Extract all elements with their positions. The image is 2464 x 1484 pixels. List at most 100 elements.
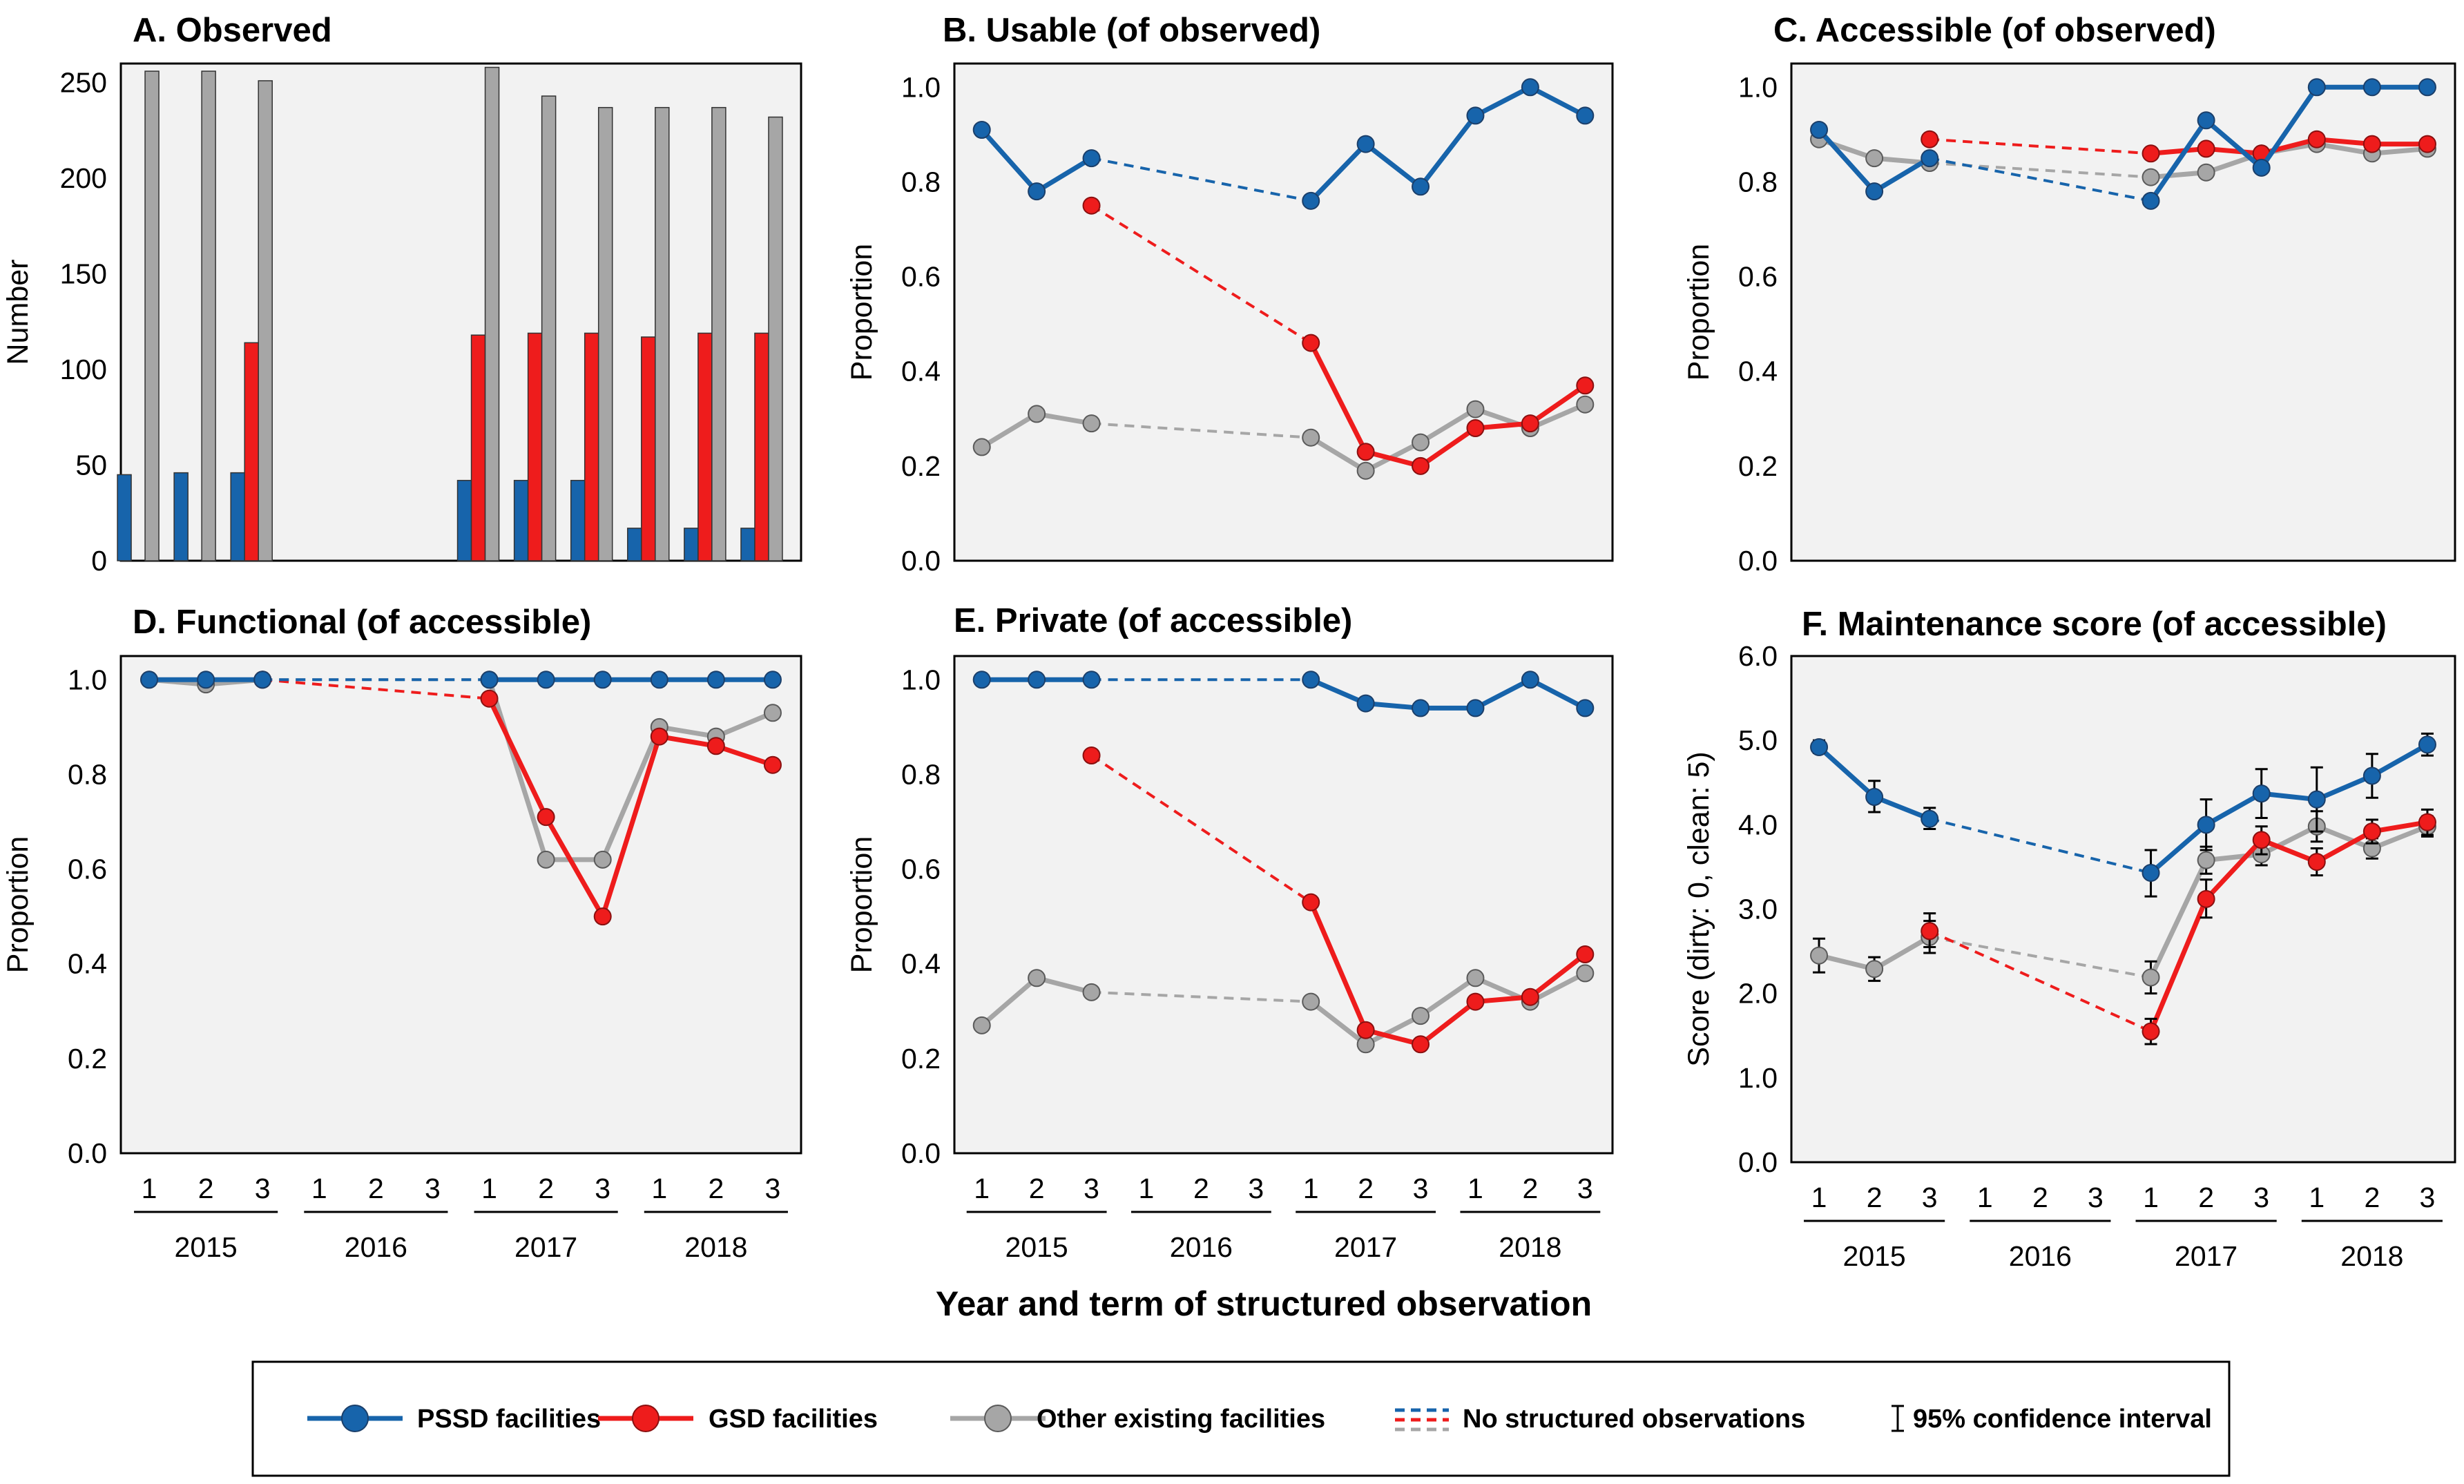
panel-A-bar-pssd <box>117 474 132 561</box>
panel-D-xtick-term: 2 <box>708 1173 724 1204</box>
panel-E-point-other <box>1082 983 1101 1001</box>
panel-B-gap-other <box>1091 422 1311 439</box>
panel-B-point-pssd <box>1302 191 1320 210</box>
panel-C-point-pssd <box>1921 149 1939 168</box>
panel-D-ytick-label: 0.6 <box>68 854 107 885</box>
panel-E-point-gsd <box>1082 746 1101 764</box>
panel-C-ytick-label: 0.2 <box>1738 450 1778 482</box>
panel-C-ylabel: Proportion <box>1682 244 1715 380</box>
panel-B-ytick-label: 0.8 <box>901 166 941 197</box>
panel-D-point-other <box>593 850 612 869</box>
panel-B-ytick-label: 0.0 <box>901 545 941 577</box>
panel-B: B. Usable (of observed) 0.0 0.2 0.4 0.6 0.8 1.… <box>845 12 1614 577</box>
panel-F-gap-pssd <box>1929 817 2152 874</box>
panel-C-plot-area <box>1790 62 2456 562</box>
panel-D-xtick-term: 1 <box>481 1173 497 1204</box>
panel-F-gap-gsd <box>1929 929 2152 1033</box>
panel-E-xtick-term: 3 <box>1413 1173 1429 1204</box>
panel-D-year-label: 2017 <box>514 1231 577 1263</box>
legend-gsd-marker <box>632 1405 660 1432</box>
panel-E-ytick-label: 0.6 <box>901 854 941 885</box>
panel-B-gap-pssd <box>1091 157 1311 202</box>
panel-D-point-pssd <box>650 671 668 689</box>
panel-E-year-label: 2015 <box>1005 1231 1068 1263</box>
x-axis-title: Year and term of structured observation <box>936 1284 1592 1323</box>
panel-B-line-pssd <box>1309 84 1586 203</box>
panel-B-point-pssd <box>1412 177 1430 196</box>
panel-E-point-pssd <box>1302 671 1320 689</box>
panel-C-point-pssd <box>2307 78 2326 97</box>
panel-D-point-gsd <box>480 689 499 708</box>
panel-D-point-pssd <box>763 671 782 689</box>
panel-F-ytick-label: 3.0 <box>1738 894 1778 925</box>
panel-C-line-gsd <box>2150 137 2427 156</box>
panel-E-xtick-term: 3 <box>1084 1173 1099 1204</box>
panel-F-point-pssd <box>2418 735 2436 754</box>
panel-D-xtick-term: 3 <box>255 1173 271 1204</box>
panel-C-ytick-label: 0.0 <box>1738 545 1778 577</box>
legend-gsd-label: GSD facilities <box>709 1405 878 1434</box>
panel-C-point-pssd <box>2197 111 2215 130</box>
panel-D-point-pssd <box>253 671 272 689</box>
legend-ci-icon <box>1892 1405 1904 1432</box>
panel-A-bar-gsd <box>641 336 656 561</box>
panel-E-year-label: 2018 <box>1499 1231 1561 1263</box>
panel-B-point-gsd <box>1082 196 1101 215</box>
panel-E-ytick-label: 1.0 <box>901 664 941 695</box>
panel-C-point-gsd <box>2362 135 2381 153</box>
panel-F-point-pssd <box>2362 767 2381 785</box>
panel-B-point-other <box>972 438 991 456</box>
panel-C-ytick-label: 0.8 <box>1738 166 1778 197</box>
panel-A-ylabel: Number <box>1 260 35 365</box>
panel-F-ytick-label: 0.0 <box>1738 1146 1778 1178</box>
panel-B-line-gsd <box>1309 341 1587 469</box>
legend: PSSD facilities GSD facilities Other exi… <box>251 1360 2231 1477</box>
panel-E-ylabel: Proportion <box>845 836 878 973</box>
panel-E-plot-area <box>953 655 1614 1155</box>
panel-B-point-pssd <box>1576 106 1595 125</box>
panel-C-title: C. Accessible (of observed) <box>1773 12 2216 49</box>
panel-D-point-gsd <box>593 907 612 926</box>
panel-F-point-gsd <box>2252 831 2271 849</box>
panel-E-point-pssd <box>1466 699 1485 717</box>
panel-D-year-label: 2016 <box>345 1231 407 1263</box>
panel-F-xtick-term: 1 <box>1977 1182 1993 1213</box>
panel-C-point-pssd <box>2141 191 2160 210</box>
panel-E-point-other <box>972 1016 991 1034</box>
panel-B-title: B. Usable (of observed) <box>943 12 1320 49</box>
panel-A-bar-pssd <box>740 528 755 561</box>
panel-B-point-other <box>1412 433 1430 452</box>
panel-C-point-pssd <box>1865 182 1884 201</box>
legend-noobs-label: No structured observations <box>1463 1405 1805 1434</box>
panel-E-point-pssd <box>1028 671 1046 689</box>
panel-F-point-pssd <box>1921 809 1939 828</box>
panel-E: E. Private (of accessible) 0.0 0.2 0.4 0.6 0.… <box>845 602 1614 1263</box>
panel-F-line-pssd <box>2149 742 2429 875</box>
panel-F-point-pssd <box>1810 738 1829 756</box>
panel-F-gap-other <box>1929 935 2151 979</box>
panel-A-ytick-label: 200 <box>60 162 107 194</box>
legend-pssd-marker <box>341 1405 369 1432</box>
panel-B-point-pssd <box>1082 149 1101 168</box>
panel-D-point-gsd <box>537 808 555 827</box>
panel-D-point-pssd <box>140 671 159 689</box>
panel-A-bar-other <box>541 95 557 561</box>
panel-D-xtick-term: 1 <box>651 1173 667 1204</box>
panel-C-point-pssd <box>2418 78 2436 97</box>
panel-C-point-pssd <box>2362 78 2381 97</box>
panel-C-gap-pssd <box>1929 157 2151 202</box>
panel-B-line-other <box>1309 402 1586 474</box>
panel-E-gap-gsd <box>1090 754 1312 904</box>
panel-F-point-gsd <box>2141 1022 2160 1041</box>
panel-E-point-other <box>1412 1007 1430 1025</box>
panel-B-point-gsd <box>1521 414 1539 433</box>
panel-F-xtick-term: 2 <box>2364 1182 2380 1213</box>
panel-B-point-pssd <box>1466 106 1485 125</box>
panel-D-xtick-term: 1 <box>311 1173 327 1204</box>
panel-E-point-pssd <box>972 671 991 689</box>
panel-F-ylabel: Score (dirty: 0, clean: 5) <box>1682 751 1715 1066</box>
panel-F-point-other <box>1865 960 1884 979</box>
panel-D-xtick-term: 2 <box>198 1173 214 1204</box>
panel-B-point-gsd <box>1576 376 1595 395</box>
panel-D-ytick-label: 0.0 <box>68 1137 107 1169</box>
